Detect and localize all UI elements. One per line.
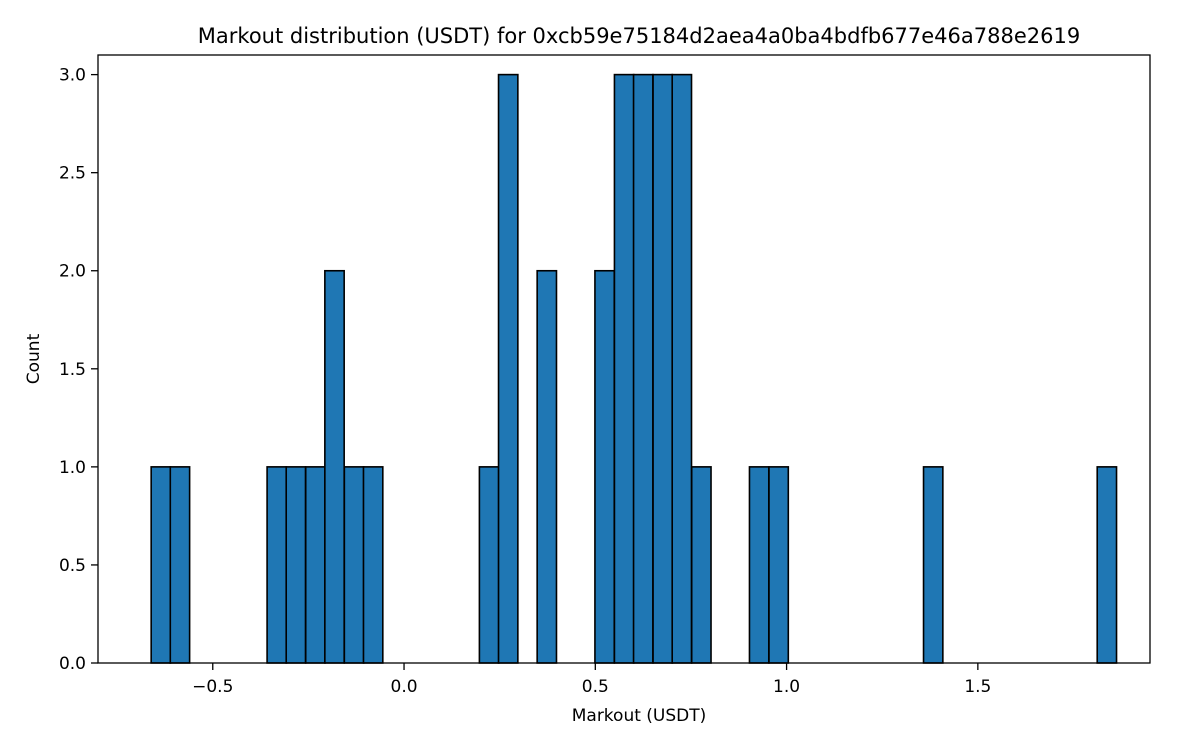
y-tick-label: 0.5 bbox=[59, 556, 86, 576]
histogram-bar bbox=[613, 73, 635, 664]
histogram-bar bbox=[768, 466, 790, 664]
histogram-bar bbox=[690, 466, 712, 664]
histogram-bar bbox=[497, 73, 519, 664]
histogram-bar bbox=[343, 466, 365, 664]
x-tick-label: 1.0 bbox=[773, 677, 800, 697]
x-axis: −0.5 0.0 0.5 1.0 1.5 bbox=[192, 663, 991, 697]
histogram-bar bbox=[748, 466, 770, 664]
histogram-bar bbox=[324, 269, 345, 664]
histogram-bar bbox=[652, 73, 674, 664]
histogram-bar bbox=[671, 73, 693, 664]
chart-title: Markout distribution (USDT) for 0xcb59e7… bbox=[198, 24, 1080, 48]
histogram-bar bbox=[536, 269, 558, 664]
histogram-bar bbox=[362, 466, 384, 664]
y-tick-label: 0.0 bbox=[59, 654, 86, 674]
x-tick-label: 0.0 bbox=[391, 677, 418, 697]
y-tick-label: 2.0 bbox=[59, 262, 86, 282]
histogram-bar bbox=[632, 73, 654, 664]
x-axis-label: Markout (USDT) bbox=[572, 706, 707, 726]
histogram-bar bbox=[285, 466, 307, 664]
histogram-bar bbox=[266, 466, 288, 664]
y-axis: 0.0 0.5 1.0 1.5 2.0 2.5 3.0 bbox=[59, 66, 98, 674]
x-tick-label: −0.5 bbox=[192, 677, 233, 697]
y-tick-label: 2.5 bbox=[59, 164, 86, 184]
histogram-bar bbox=[150, 466, 172, 664]
plot-frame bbox=[97, 54, 1151, 664]
histogram-bar bbox=[169, 466, 191, 664]
y-axis-label: Count bbox=[24, 333, 44, 384]
histogram-bar bbox=[1096, 466, 1118, 664]
y-tick-label: 3.0 bbox=[59, 66, 86, 86]
histogram-bar bbox=[304, 466, 326, 664]
x-tick-label: 1.5 bbox=[964, 677, 991, 697]
histogram-bar bbox=[594, 269, 616, 664]
histogram-bar bbox=[922, 466, 944, 664]
histogram-bar bbox=[478, 466, 500, 664]
y-tick-label: 1.5 bbox=[59, 360, 86, 380]
x-tick-label: 0.5 bbox=[582, 677, 609, 697]
bars bbox=[150, 73, 1118, 664]
y-tick-label: 1.0 bbox=[59, 458, 86, 478]
